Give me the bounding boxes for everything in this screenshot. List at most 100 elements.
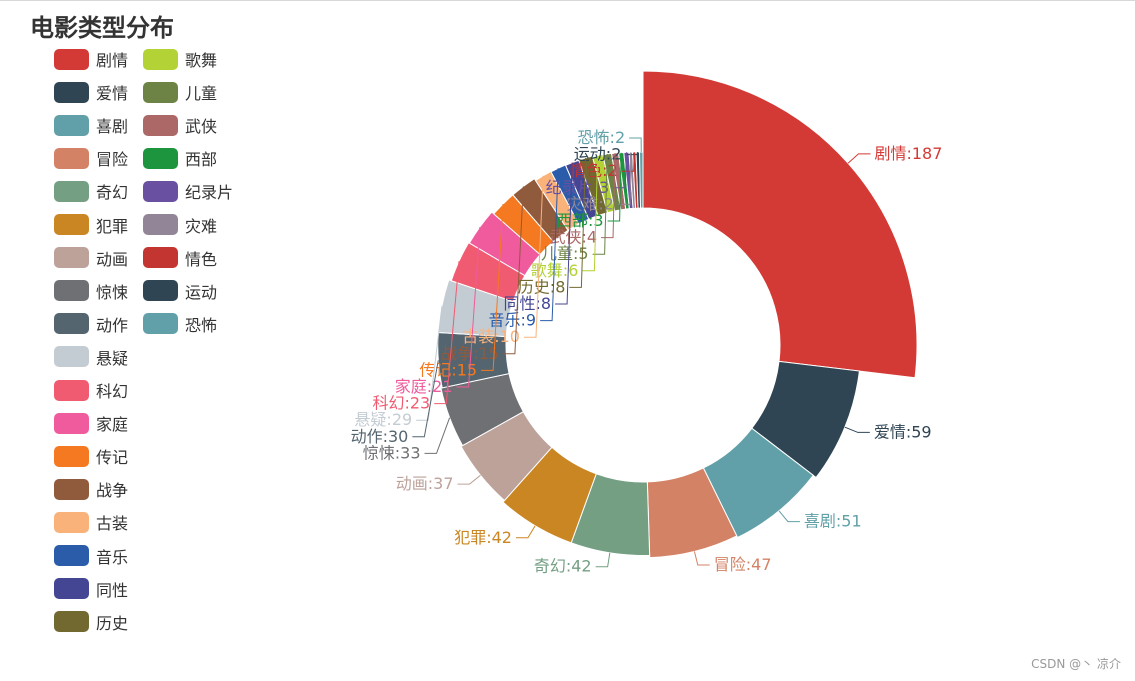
legend-item[interactable]: 恐怖: [143, 313, 217, 335]
legend-item[interactable]: 音乐: [54, 545, 128, 567]
legend-item[interactable]: 武侠: [143, 114, 217, 136]
legend-label: 恐怖: [185, 315, 218, 335]
legend-swatch: [143, 147, 178, 169]
legend-label: 灾难: [185, 216, 218, 236]
legend-item[interactable]: 爱情: [54, 81, 128, 103]
label-line: [595, 552, 611, 568]
legend-item[interactable]: 冒险: [54, 147, 128, 169]
legend-label: 冒险: [96, 150, 129, 170]
legend-item[interactable]: 儿童: [143, 81, 217, 103]
data-label: 喜剧:51: [804, 512, 862, 531]
data-label: 音乐:9: [489, 311, 537, 330]
legend-label: 音乐: [96, 547, 129, 567]
label-line: [607, 152, 622, 222]
legend-swatch: [143, 48, 178, 70]
legend-label: 同性: [96, 580, 129, 600]
legend-swatch: [54, 346, 89, 368]
legend-item[interactable]: 喜剧: [54, 114, 128, 136]
legend-item[interactable]: 奇幻: [54, 180, 128, 202]
legend-swatch: [54, 147, 89, 169]
label-line: [693, 551, 710, 566]
legend-swatch: [143, 247, 178, 269]
legend-item[interactable]: 西部: [143, 147, 217, 169]
pie-slice[interactable]: [639, 151, 644, 209]
data-label: 家庭:21: [395, 377, 453, 396]
data-label: 西部:3: [556, 211, 604, 230]
data-label: 同性:8: [503, 294, 551, 313]
legend-item[interactable]: 传记: [54, 445, 128, 467]
pie-slice[interactable]: [702, 427, 815, 539]
legend-item[interactable]: 运动: [143, 280, 217, 302]
legend-item[interactable]: 剧情: [54, 48, 128, 70]
label-line: [555, 162, 573, 305]
data-label: 古装:10: [462, 327, 520, 346]
legend-swatch: [54, 478, 89, 500]
legend-item[interactable]: 纪录片: [143, 180, 233, 202]
label-line: [457, 474, 481, 485]
legend-swatch: [54, 214, 89, 235]
legend-item[interactable]: 情色: [143, 247, 217, 269]
label-line: [424, 417, 451, 454]
legend-item[interactable]: 犯罪: [54, 214, 128, 236]
legend-item[interactable]: 古装: [54, 511, 128, 533]
data-label: 惊悚:33: [363, 443, 421, 462]
pie-slice[interactable]: [646, 467, 738, 559]
legend-swatch: [54, 114, 89, 136]
label-line: [778, 510, 800, 523]
legend-swatch: [143, 214, 178, 235]
label-line: [617, 152, 632, 205]
data-label: 情色:2: [570, 161, 618, 180]
data-label: 动画:37: [396, 474, 454, 493]
legend-item[interactable]: 悬疑: [54, 346, 128, 368]
legend-item[interactable]: 惊悚: [54, 280, 128, 302]
legend-label: 武侠: [185, 117, 218, 137]
data-label: 悬疑:29: [354, 410, 412, 429]
legend-swatch: [54, 412, 89, 434]
label-line: [540, 168, 559, 322]
slices-group: [437, 70, 918, 559]
label-line: [582, 155, 599, 272]
legend-swatch: [143, 313, 178, 335]
pie-slice[interactable]: [642, 70, 918, 379]
legend-item[interactable]: 战争: [54, 478, 128, 500]
legend-label: 犯罪: [96, 216, 129, 236]
legend-swatch: [54, 313, 89, 335]
legend-label: 传记: [96, 448, 129, 468]
label-line: [515, 525, 536, 539]
legend-label: 纪录片: [185, 183, 234, 203]
legend-item[interactable]: 动画: [54, 247, 128, 269]
legend-label: 历史: [96, 613, 129, 633]
legend-label: 战争: [96, 481, 129, 501]
watermark: CSDN @丶 凉介: [1031, 657, 1121, 671]
legend-label: 古装: [96, 514, 129, 534]
label-line: [456, 227, 481, 388]
legend-item[interactable]: 灾难: [143, 214, 217, 236]
legend-item[interactable]: 家庭: [54, 412, 128, 434]
legend-item[interactable]: 动作: [54, 313, 128, 335]
data-label: 动作:30: [351, 427, 409, 446]
legend-swatch: [54, 578, 89, 600]
data-label: 科幻:23: [372, 394, 430, 413]
label-line: [412, 360, 439, 438]
legend-item[interactable]: 历史: [54, 611, 128, 633]
label-line: [625, 151, 639, 156]
label-line: [502, 186, 524, 355]
legend-item[interactable]: 歌舞: [143, 48, 217, 70]
data-label: 奇幻:42: [534, 557, 592, 576]
top-border-line: [0, 0, 1135, 1]
legend-label: 动画: [96, 249, 129, 269]
label-line: [416, 305, 443, 421]
legend-swatch: [143, 180, 178, 202]
legend-label: 家庭: [96, 415, 129, 435]
legend-item[interactable]: 科幻: [54, 379, 128, 401]
legend-label: 情色: [185, 249, 218, 269]
label-line: [844, 426, 870, 433]
legend-label: 剧情: [96, 51, 129, 70]
legend-swatch: [54, 545, 89, 566]
data-label: 武侠:4: [549, 228, 597, 247]
data-label: 剧情:187: [874, 144, 942, 163]
legend-item[interactable]: 同性: [54, 578, 128, 600]
data-label: 犯罪:42: [454, 528, 512, 547]
label-line: [523, 175, 544, 338]
label-line: [847, 153, 871, 164]
